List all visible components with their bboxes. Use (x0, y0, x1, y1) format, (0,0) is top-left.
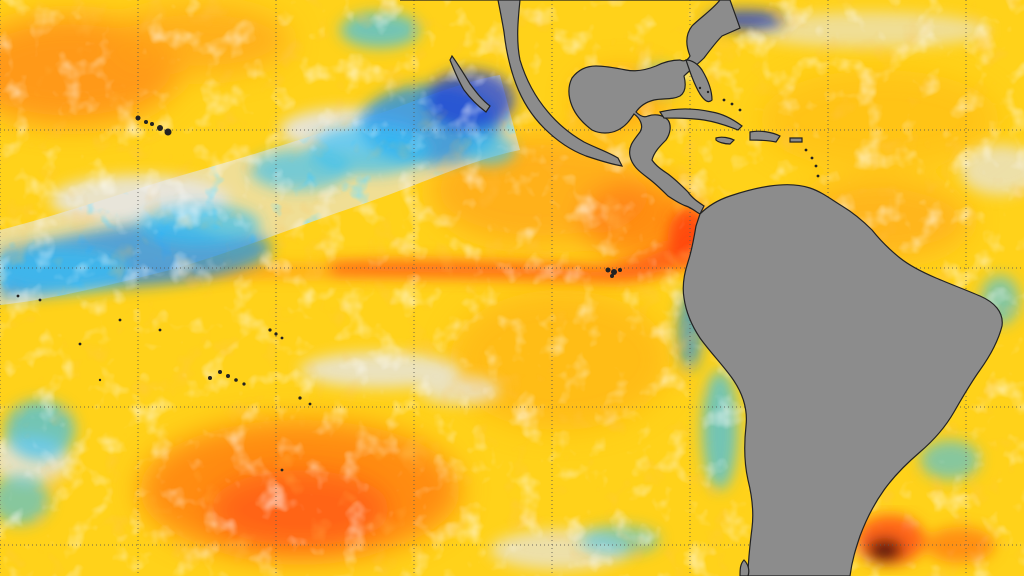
south-pacific-islands (16, 294, 312, 472)
cuba-island (659, 108, 743, 131)
jamaica-island (715, 136, 736, 145)
landmasses (400, 0, 1003, 576)
caribbean-small-islands (698, 86, 820, 178)
north-america-landmass (400, 0, 741, 215)
hawaiian-islands (135, 115, 172, 136)
puerto-rico-island (789, 137, 803, 143)
south-america-landmass (682, 184, 1003, 576)
hispaniola-island (749, 130, 781, 143)
baja-peninsula (449, 54, 491, 113)
galapagos-islands (605, 267, 622, 278)
chile-coast-islands (739, 559, 750, 576)
pacific-island-chains (16, 86, 820, 472)
florida-peninsula (685, 59, 713, 103)
